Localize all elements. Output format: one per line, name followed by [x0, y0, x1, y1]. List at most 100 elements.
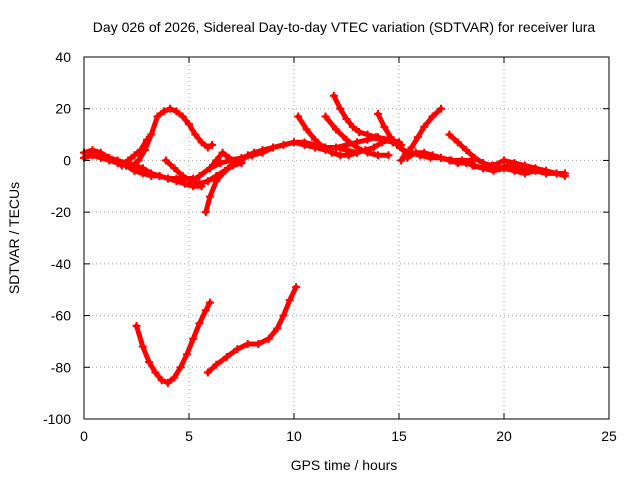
- data-point: [384, 151, 393, 160]
- y-axis-label: SDTVAR / TECUs: [6, 182, 22, 294]
- data-point: [542, 166, 550, 175]
- data-point: [147, 130, 156, 139]
- data-point: [363, 130, 372, 139]
- data-point: [285, 296, 294, 305]
- data-point: [218, 169, 227, 178]
- series-arc-14: [397, 104, 445, 165]
- data-point: [222, 352, 231, 361]
- data-point: [176, 363, 185, 372]
- data-point: [138, 169, 147, 178]
- data-point: [143, 135, 151, 144]
- data-point: [407, 143, 416, 152]
- data-point: [206, 164, 214, 173]
- data-point: [201, 208, 210, 217]
- data-point: [128, 161, 137, 170]
- data-point: [161, 156, 170, 165]
- data-point: [413, 133, 422, 142]
- data-point: [206, 298, 214, 307]
- data-point: [178, 112, 187, 121]
- x-tick-label: 10: [286, 428, 302, 444]
- data-point: [319, 143, 328, 152]
- series-line: [129, 106, 215, 169]
- series-arc-16: [468, 156, 550, 175]
- x-tick-label: 25: [601, 428, 617, 444]
- x-tick-label: 20: [496, 428, 512, 444]
- data-point: [201, 306, 210, 315]
- data-point: [130, 151, 139, 160]
- data-point: [145, 358, 154, 367]
- data-point: [489, 161, 498, 170]
- y-tick-label: -100: [43, 411, 71, 427]
- data-point: [212, 360, 221, 369]
- data-point: [336, 151, 345, 160]
- data-point: [206, 192, 214, 201]
- data-point: [153, 112, 162, 121]
- data-point: [105, 156, 114, 165]
- data-point: [151, 368, 160, 377]
- series-arc-3: [128, 104, 217, 170]
- data-point: [462, 159, 471, 168]
- series-arc-10: [321, 112, 393, 160]
- data-point: [300, 138, 309, 147]
- data-point: [437, 153, 445, 162]
- data-point: [191, 130, 200, 139]
- data-point: [329, 91, 338, 100]
- data-point: [363, 148, 372, 157]
- data-point: [397, 156, 406, 165]
- series-arc-15: [445, 130, 569, 178]
- data-point: [138, 342, 147, 351]
- data-point: [342, 146, 351, 155]
- x-tick-label: 0: [80, 428, 88, 444]
- data-point: [178, 171, 187, 180]
- series-arc-17: [132, 298, 214, 387]
- data-point: [353, 143, 361, 152]
- data-point: [88, 151, 97, 160]
- data-point: [311, 135, 319, 144]
- data-point: [500, 156, 508, 165]
- data-point: [182, 350, 191, 359]
- data-point: [445, 156, 454, 165]
- data-point: [294, 112, 303, 121]
- data-point: [531, 164, 540, 173]
- data-point: [380, 122, 389, 131]
- data-point: [212, 177, 221, 186]
- data-point: [195, 171, 204, 180]
- data-point: [164, 174, 172, 183]
- data-point: [462, 146, 471, 155]
- y-tick-label: -20: [51, 204, 71, 220]
- data-point: [371, 133, 380, 142]
- x-axis-label: GPS time / hours: [291, 457, 398, 473]
- data-point: [495, 164, 504, 173]
- data-point: [279, 311, 288, 320]
- data-point: [227, 156, 235, 165]
- data-point: [292, 283, 301, 292]
- plot-frame: [83, 56, 610, 420]
- data-point: [164, 378, 172, 387]
- data-point: [420, 148, 429, 157]
- data-point: [195, 319, 204, 328]
- data-point: [136, 146, 145, 155]
- data-point: [552, 169, 561, 178]
- data-point: [157, 376, 166, 385]
- data-point: [216, 159, 225, 168]
- y-tick-label: -60: [51, 308, 71, 324]
- data-point: [290, 138, 298, 147]
- data-point: [155, 171, 164, 180]
- data-point: [332, 143, 340, 152]
- data-point: [273, 324, 282, 333]
- data-point: [374, 151, 382, 160]
- series-arc-11: [329, 91, 406, 149]
- data-point: [113, 159, 122, 168]
- series-line: [331, 93, 404, 148]
- data-point: [374, 109, 382, 118]
- data-point: [521, 161, 529, 170]
- data-point: [203, 143, 212, 152]
- data-point: [560, 169, 569, 178]
- data-point: [411, 148, 420, 157]
- data-point: [437, 104, 445, 113]
- data-point: [130, 166, 139, 175]
- data-point: [134, 156, 143, 165]
- data-point: [468, 161, 477, 170]
- data-point: [258, 148, 267, 157]
